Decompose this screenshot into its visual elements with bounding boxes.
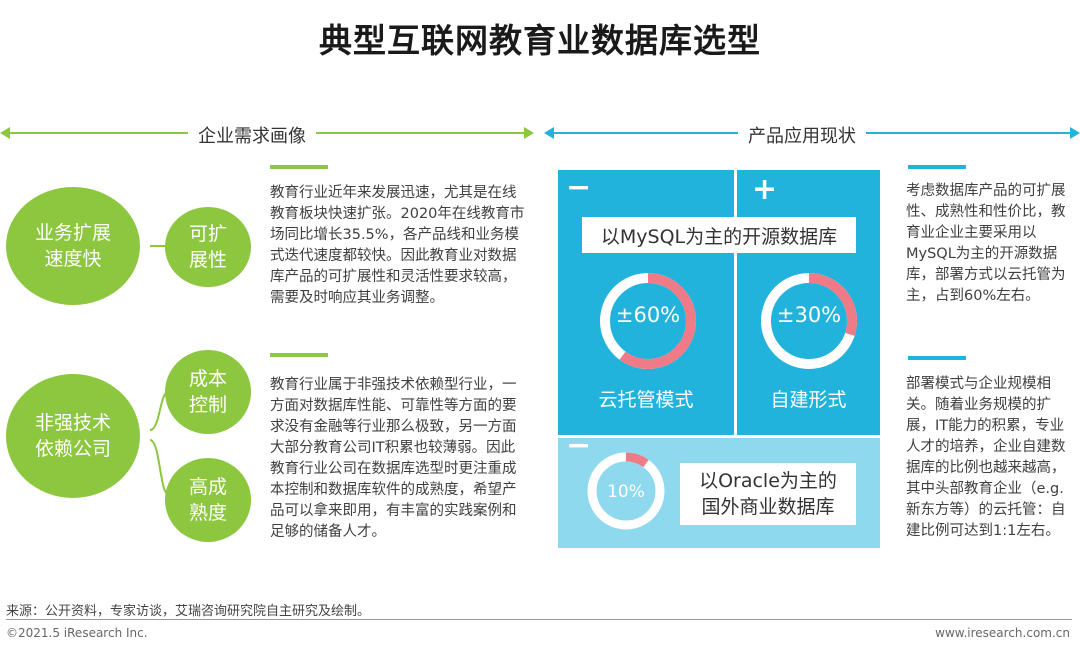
scalability-circle: 可扩展性 bbox=[165, 207, 251, 287]
minus-icon-bottom: − bbox=[566, 428, 592, 463]
website-link[interactable]: www.iresearch.com.cn bbox=[935, 626, 1070, 640]
copyright: ©2021.5 iResearch Inc. bbox=[6, 626, 148, 640]
left-arrow-head-left bbox=[0, 127, 10, 139]
right-arrow-head-right bbox=[1070, 127, 1080, 139]
cloud-caption: 云托管模式 bbox=[598, 389, 694, 411]
status-text-2: 部署模式与企业规模相关。随着业务规模的扩展，IT能力的积累，专业人才的培养，企业… bbox=[906, 376, 1066, 539]
business-expansion-label: 业务扩展速度快 bbox=[34, 222, 111, 270]
maturity-label: 高成熟度 bbox=[188, 476, 227, 524]
left-section-label: 企业需求画像 bbox=[188, 122, 316, 148]
donut-oracle-label: 10% bbox=[607, 482, 645, 502]
blue-divider-2 bbox=[908, 356, 966, 360]
donut-cloud bbox=[600, 273, 696, 369]
source-note: 来源：公开资料，专家访谈，艾瑞咨询研究院自主研究及绘制。 bbox=[6, 604, 371, 619]
cost-control-circle: 成本控制 bbox=[165, 350, 251, 434]
donut-self-built bbox=[761, 273, 857, 369]
donut-cloud-arc bbox=[600, 273, 696, 369]
non-tech-dependent-label: 非强技术依赖公司 bbox=[34, 412, 111, 460]
oracle-box-line1: 以Oracle为主的 bbox=[699, 470, 837, 492]
status-text-1: 考虑数据库产品的可扩展性、成熟性和性价比，教育业企业主要采用以MySQL为主的开… bbox=[906, 183, 1066, 304]
self-built-panel bbox=[737, 170, 880, 435]
donut-self-built-label: ±30% bbox=[776, 303, 842, 327]
requirement-text-1: 教育行业近年来发展迅速，尤其是在线教育板块快速扩张。2020年在线教育市场同比增… bbox=[270, 185, 525, 306]
oracle-box: 以Oracle为主的 国外商业数据库 bbox=[680, 463, 856, 525]
green-divider-1 bbox=[270, 165, 328, 169]
donut-self-built-arc bbox=[761, 273, 857, 369]
plus-icon: + bbox=[752, 172, 778, 207]
footer-divider bbox=[6, 619, 1072, 620]
self-built-caption: 自建形式 bbox=[770, 389, 847, 411]
blue-divider-1 bbox=[908, 165, 966, 169]
page-title: 典型互联网教育业数据库选型 bbox=[319, 21, 761, 60]
donut-cloud-label: ±60% bbox=[615, 303, 681, 327]
cloud-panel bbox=[558, 170, 734, 435]
maturity-circle: 高成熟度 bbox=[165, 458, 251, 542]
green-divider-2 bbox=[270, 353, 328, 357]
oracle-box-line2: 国外商业数据库 bbox=[701, 496, 835, 518]
mysql-box: 以MySQL为主的开源数据库 bbox=[582, 217, 856, 253]
donut-oracle-arc bbox=[587, 452, 665, 530]
donut-oracle bbox=[587, 452, 665, 530]
minus-icon: − bbox=[566, 170, 592, 205]
right-arrow-head-left bbox=[544, 127, 554, 139]
business-expansion-circle: 业务扩展速度快 bbox=[6, 187, 140, 305]
requirement-text-2: 教育行业属于非强技术依赖型行业，一方面对数据库性能、可靠性等方面的要求没有金融等… bbox=[270, 377, 517, 540]
left-arrow-head-right bbox=[524, 127, 534, 139]
right-section-label: 产品应用现状 bbox=[738, 122, 866, 148]
non-tech-dependent-circle: 非强技术依赖公司 bbox=[6, 374, 140, 498]
scalability-label: 可扩展性 bbox=[188, 223, 227, 271]
cost-control-label: 成本控制 bbox=[188, 368, 227, 416]
